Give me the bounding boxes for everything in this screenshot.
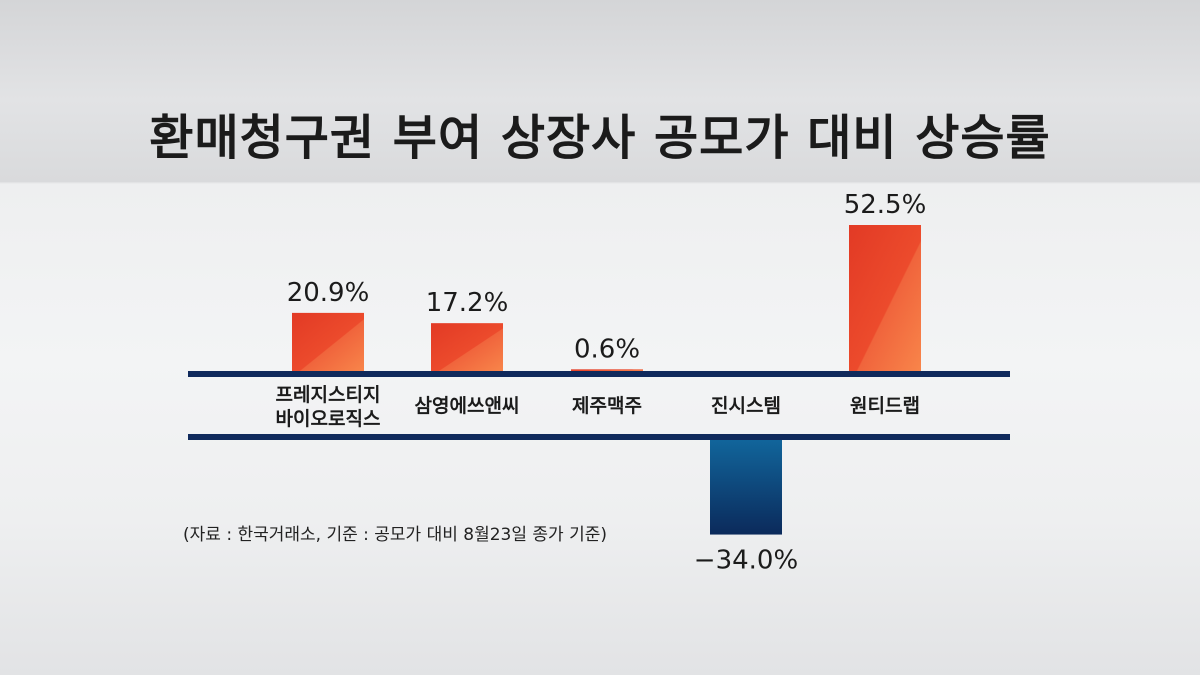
category-label-1: 프레지스티지 바이오로직스 [276,384,381,430]
value-label-1: 20.9% [287,278,370,308]
category-label-3: 제주맥주 [572,395,642,417]
category-label-2: 삼영에쓰앤씨 [415,395,520,417]
title-band [0,0,1200,182]
bar-4 [710,440,782,535]
value-label-2: 17.2% [426,288,509,318]
value-label-4: −34.0% [694,546,798,576]
category-label-4: 진시스템 [711,395,781,417]
bar-1 [292,312,364,371]
bar-2 [431,323,503,371]
value-label-5: 52.5% [844,190,927,220]
bar-5 [849,225,921,371]
source-note: (자료 : 한국거래소, 기준 : 공모가 대비 8월23일 종가 기준) [183,525,608,545]
category-label-5: 원티드랩 [850,395,920,417]
chart-title: 환매청구권 부여 상장사 공모가 대비 상승률 [149,110,1051,166]
bar-3 [571,369,643,371]
value-label-3: 0.6% [574,334,640,364]
